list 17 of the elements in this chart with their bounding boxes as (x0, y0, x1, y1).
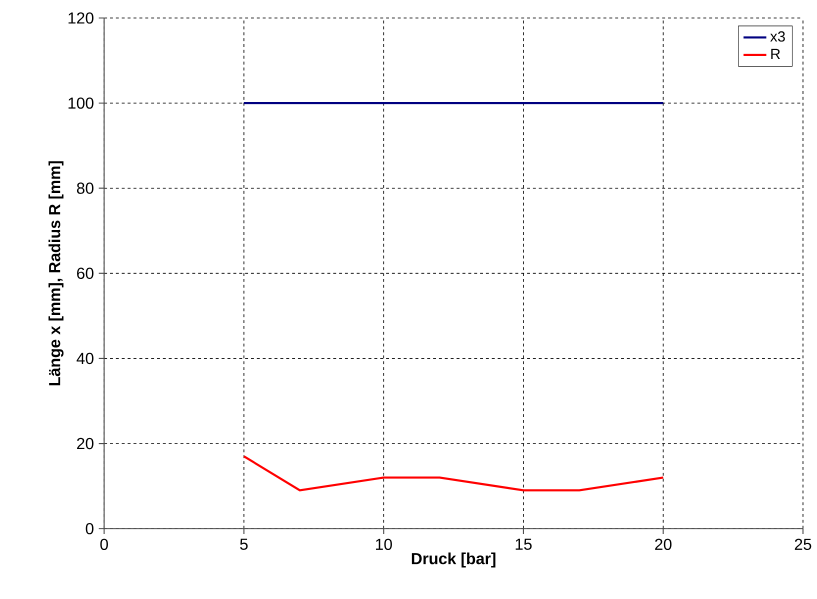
legend-label: x3 (770, 31, 785, 42)
y-tick-label: 80 (76, 182, 94, 194)
y-tick-label: 100 (68, 97, 94, 109)
x-tick-label: 25 (794, 538, 812, 550)
x-tick-label: 5 (240, 538, 248, 550)
x-axis-title: Druck [bar] (412, 552, 496, 568)
x-tick-label: 20 (655, 538, 672, 550)
y-tick-label: 120 (68, 12, 94, 24)
y-axis-title: Länge x [mm], Radius R [mm] (48, 161, 64, 386)
y-tick-label: 40 (76, 352, 94, 364)
x-tick-label: 0 (100, 538, 108, 550)
x-tick-label: 10 (376, 538, 392, 550)
y-tick-label: 20 (77, 438, 94, 450)
x-tick-label: 15 (516, 538, 532, 550)
y-tick-label: 60 (77, 267, 94, 279)
y-tick-label: 0 (86, 522, 94, 534)
legend-label: R (771, 48, 780, 59)
